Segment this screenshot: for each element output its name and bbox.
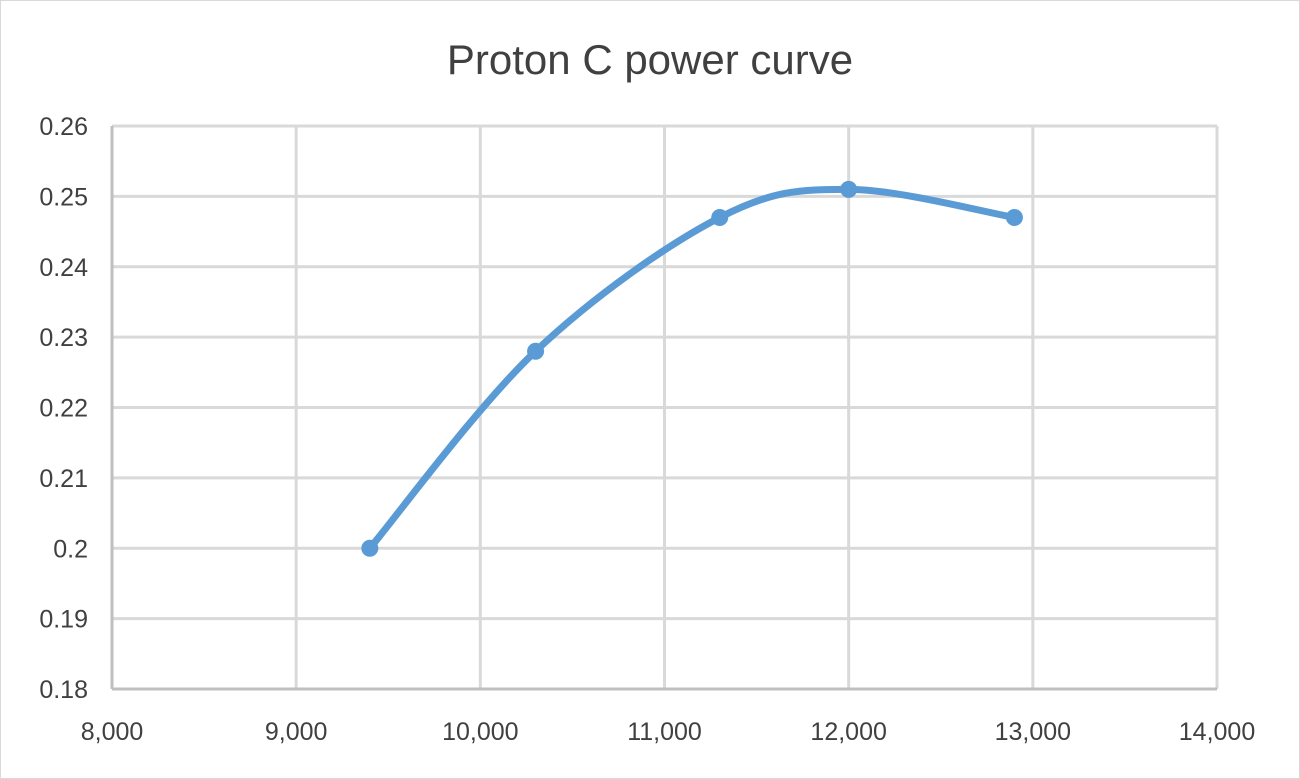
x-tick-label: 10,000 (442, 718, 518, 746)
data-point (711, 208, 729, 226)
data-point (1005, 208, 1023, 226)
x-tick-label: 8,000 (81, 718, 144, 746)
chart-title: Proton C power curve (446, 36, 854, 83)
y-tick-label: 0.22 (39, 395, 88, 423)
y-tick-label: 0.21 (39, 465, 88, 493)
x-tick-label: 13,000 (995, 718, 1071, 746)
x-tick-label: 12,000 (810, 718, 886, 746)
y-tick-label: 0.19 (39, 606, 88, 634)
y-tick-label: 0.26 (39, 113, 88, 141)
x-tick-label: 9,000 (265, 718, 328, 746)
y-tick-label: 0.18 (39, 676, 88, 704)
data-point (840, 180, 858, 198)
y-tick-label: 0.23 (39, 324, 88, 352)
gridlines (112, 124, 1219, 689)
x-tick-label: 14,000 (1179, 718, 1255, 746)
y-tick-label: 0.2 (53, 535, 88, 563)
y-tick-labels: 0.18 0.19 0.2 0.21 0.22 0.23 0.24 0.25 0.26 (39, 113, 88, 704)
series-line (366, 185, 1018, 552)
x-tick-label: 11,000 (627, 718, 702, 746)
data-point (527, 342, 545, 360)
data-point (361, 539, 379, 557)
y-tick-label: 0.24 (39, 254, 88, 282)
axes (110, 126, 1217, 691)
x-tick-labels: 8,000 9,000 10,000 11,000 12,000 13,000 14,000 (81, 718, 1256, 746)
y-tick-label: 0.25 (39, 183, 88, 211)
series-group (361, 180, 1023, 557)
